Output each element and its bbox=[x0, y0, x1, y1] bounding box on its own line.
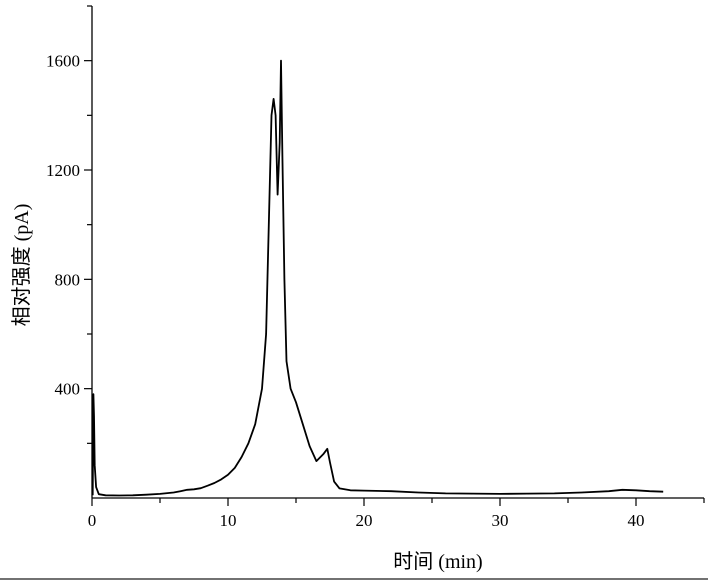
y-tick-label: 1600 bbox=[46, 52, 80, 71]
y-tick-label: 800 bbox=[55, 270, 81, 289]
x-axis-title: 时间 (min) bbox=[393, 550, 482, 573]
x-tick-label: 30 bbox=[492, 511, 509, 530]
x-tick-label: 10 bbox=[220, 511, 237, 530]
x-tick-label: 40 bbox=[628, 511, 645, 530]
y-tick-label: 1200 bbox=[46, 161, 80, 180]
ticks bbox=[84, 5, 705, 506]
tick-labels: 0 10 20 30 40 400 800 1200 1600 bbox=[46, 52, 645, 530]
series-line bbox=[91, 59, 664, 497]
y-axis-title: 相对强度 (pA) bbox=[10, 204, 33, 327]
axes bbox=[91, 6, 704, 499]
x-tick-label: 20 bbox=[356, 511, 373, 530]
x-tick-label: 0 bbox=[88, 511, 97, 530]
y-tick-label: 400 bbox=[55, 380, 81, 399]
